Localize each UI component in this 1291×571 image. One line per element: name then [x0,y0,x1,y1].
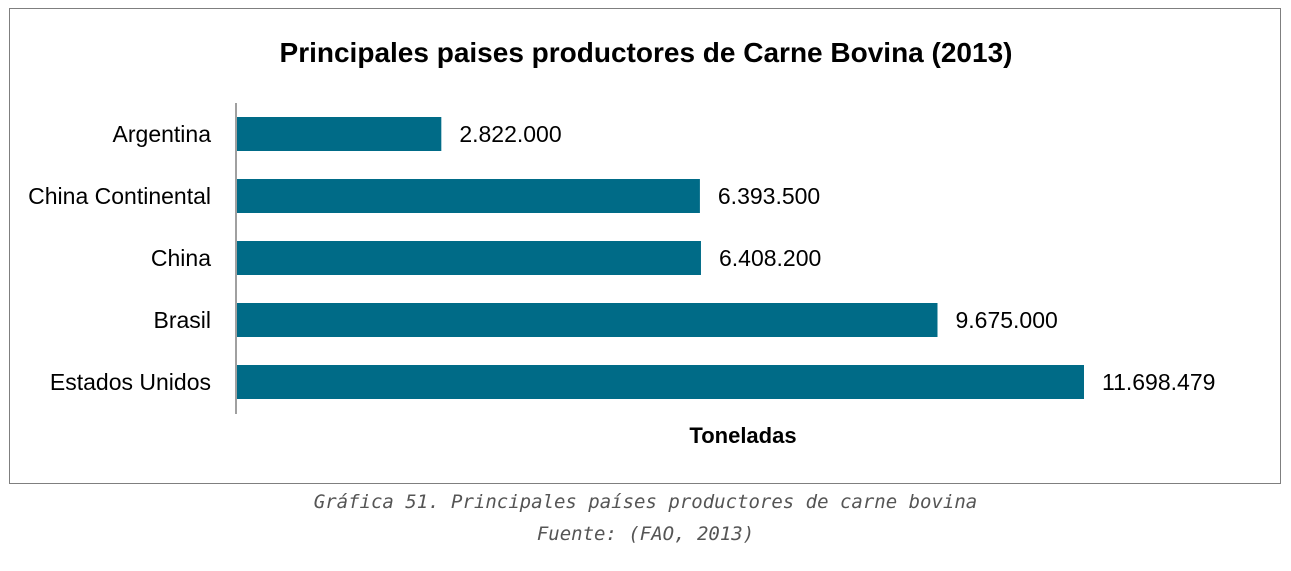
category-label: China [151,245,211,271]
bar-1 [237,179,700,213]
bar-0 [237,117,442,151]
value-label: 2.822.000 [459,121,561,147]
value-label: 9.675.000 [955,307,1057,333]
chart-frame: Principales paises productores de Carne … [9,8,1281,484]
figure-caption: Gráfica 51. Principales países productor… [313,491,978,513]
bar-4 [237,365,1084,399]
category-label: Argentina [113,121,212,147]
category-label: Brasil [153,307,211,333]
chart-title: Principales paises productores de Carne … [280,37,1013,68]
bar-2 [237,241,701,275]
category-label: China Continental [28,183,211,209]
bar-3 [237,303,938,337]
bars-layer: Argentina 2.822.000 China Continental 6.393… [28,117,1215,399]
category-label: Estados Unidos [50,369,211,395]
bar-chart: Principales paises productores de Carne … [28,37,1215,448]
value-label: 6.408.200 [719,245,821,271]
value-label: 11.698.479 [1102,369,1215,395]
x-axis-title: Toneladas [689,423,796,448]
value-label: 6.393.500 [718,183,820,209]
figure-source: Fuente: (FAO, 2013) [536,523,755,545]
